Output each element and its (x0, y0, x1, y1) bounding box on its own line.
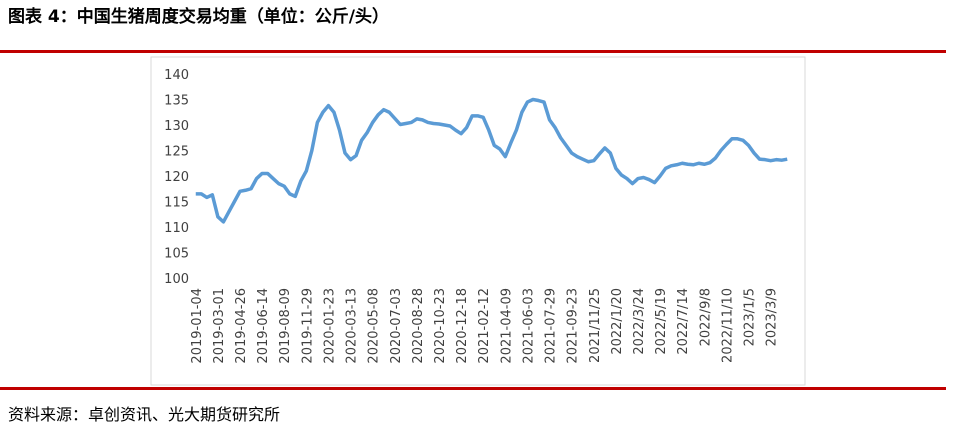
data-line (195, 97, 788, 224)
x-tick-label: 2020-08-28 (411, 288, 426, 364)
x-tick-label: 2021/11/25 (588, 288, 603, 363)
x-tick-label: 2020-03-13 (345, 288, 360, 364)
chart-title: 图表 4：中国生猪周度交易均重（单位：公斤/头） (8, 6, 389, 27)
y-tick-label: 100 (164, 272, 189, 287)
y-tick-label: 130 (164, 119, 189, 134)
x-tick-label: 2019-06-14 (256, 288, 271, 364)
y-tick-label: 105 (164, 247, 189, 262)
x-tick-label: 2023/1/5 (743, 288, 758, 346)
x-tick-label: 2021-04-09 (499, 288, 514, 364)
x-tick-label: 2022/9/8 (698, 288, 713, 346)
chart-frame (150, 56, 806, 386)
x-tick-label: 2022/7/14 (676, 288, 691, 355)
x-tick-label: 2020-07-03 (389, 288, 404, 364)
x-tick-label: 2022/5/19 (654, 288, 669, 355)
x-tick-label: 2022/3/24 (632, 288, 647, 355)
footer-rule (0, 387, 946, 390)
x-tick-label: 2019-11-29 (300, 288, 315, 364)
header-rule (0, 50, 946, 53)
x-tick-label: 2020-10-23 (433, 288, 448, 364)
x-tick-label: 2022/11/10 (720, 288, 735, 363)
x-tick-label: 2020-01-23 (322, 288, 337, 364)
x-tick-label: 2019-08-09 (278, 288, 293, 364)
x-tick-label: 2019-03-01 (212, 288, 227, 364)
y-tick-label: 110 (164, 221, 189, 236)
x-tick-label: 2020-12-18 (455, 288, 470, 364)
x-tick-label: 2019-01-04 (190, 288, 205, 364)
x-tick-label: 2019-04-26 (234, 288, 249, 364)
y-tick-label: 120 (164, 170, 189, 185)
y-tick-label: 140 (164, 68, 189, 83)
x-tick-label: 2021-02-12 (477, 288, 492, 364)
y-tick-label: 125 (164, 145, 189, 160)
x-tick-label: 2021-09-23 (566, 288, 581, 364)
x-tick-label: 2021-06-03 (521, 288, 536, 364)
x-tick-label: 2020-05-08 (367, 288, 382, 364)
x-tick-label: 2023/3/9 (765, 288, 780, 346)
x-tick-label: 2021-07-29 (544, 288, 559, 364)
x-tick-label: 2022/1/20 (610, 288, 625, 355)
y-tick-label: 135 (164, 94, 189, 109)
source-note: 资料来源：卓创资讯、光大期货研究所 (8, 405, 280, 424)
y-tick-label: 115 (164, 196, 189, 211)
